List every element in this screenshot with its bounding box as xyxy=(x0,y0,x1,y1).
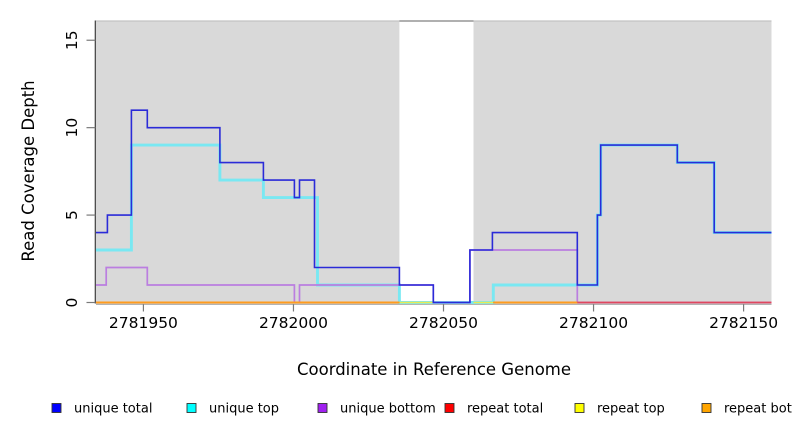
legend-item-repeat-top: repeat top xyxy=(574,402,665,417)
legend-swatch xyxy=(574,403,585,413)
y-axis-title: Read Coverage Depth xyxy=(19,80,38,261)
y-tick-label: 5 xyxy=(63,210,81,220)
legend-item-repeat-total: repeat total xyxy=(444,402,543,417)
legend-label: unique top xyxy=(209,402,279,417)
legend-swatch xyxy=(317,403,328,413)
series-layer xyxy=(96,109,772,304)
series-unique-total xyxy=(96,109,772,304)
legend-swatch xyxy=(186,403,197,413)
y-tick-label: 15 xyxy=(63,30,81,50)
x-tick-label: 2781950 xyxy=(109,314,178,332)
x-tick-label: 2782100 xyxy=(559,314,628,332)
legend-item-repeat-bottom: repeat bottom xyxy=(701,402,792,417)
legend-item-unique-top: unique top xyxy=(186,402,279,417)
x-tick-label: 2782050 xyxy=(409,314,478,332)
legend-swatch xyxy=(701,403,712,413)
legend-swatch xyxy=(51,403,62,413)
axes-layer: 2781950 2782000 2782050 2782100 2782150 0 5 10 1… xyxy=(63,20,778,332)
legend-item-unique-total: unique total xyxy=(51,402,152,417)
legend-label: unique total xyxy=(74,402,152,417)
y-tick-label: 0 xyxy=(63,298,81,308)
legend-layer: unique total unique top unique bottom repea… xyxy=(51,402,792,417)
legend-item-unique-bottom: unique bottom xyxy=(317,402,436,417)
y-tick-label: 10 xyxy=(63,118,81,138)
legend-label: unique bottom xyxy=(340,402,436,417)
legend-label: repeat total xyxy=(467,402,543,417)
series-unique-bottom xyxy=(96,249,772,304)
x-axis-title: Coordinate in Reference Genome xyxy=(297,360,571,379)
x-tick-label: 2782150 xyxy=(709,314,778,332)
legend-label: repeat top xyxy=(597,402,665,417)
legend-swatch xyxy=(444,403,455,413)
x-tick-label: 2782000 xyxy=(259,314,328,332)
repeat-region xyxy=(473,21,772,303)
repeat-region-layer xyxy=(96,20,772,303)
legend-label: repeat bottom xyxy=(724,402,792,417)
